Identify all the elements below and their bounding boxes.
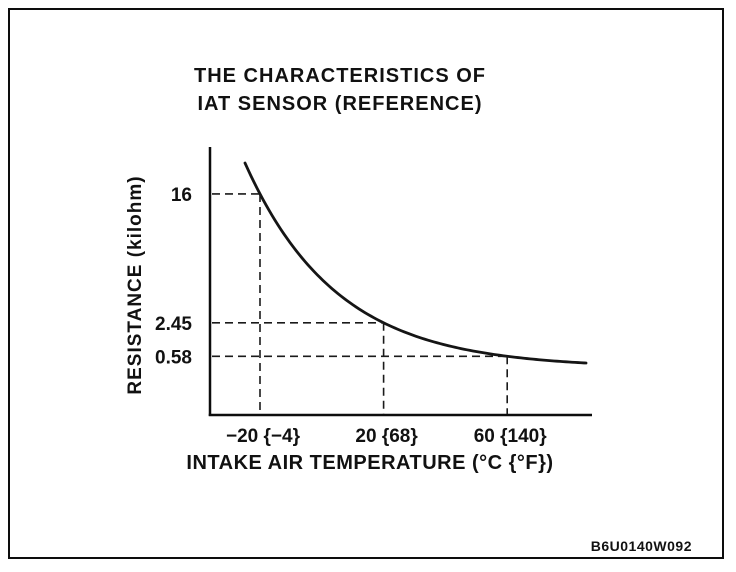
chart-title: THE CHARACTERISTICS OF IAT SENSOR (REFER…: [130, 62, 550, 118]
y-tick-labels: 16 2.45 0.58: [155, 185, 192, 368]
x-tick-label-20: 20 {68}: [355, 426, 418, 447]
y-tick-label-16: 16: [171, 185, 192, 206]
x-tick-labels: −20 {−4} 20 {68} 60 {140}: [226, 426, 547, 447]
y-tick-label-0-58: 0.58: [155, 347, 192, 368]
chart-title-line-2: IAT SENSOR (REFERENCE): [197, 93, 483, 115]
x-tick-label-60: 60 {140}: [474, 426, 548, 447]
figure-code-label: B6U0140W092: [590, 538, 692, 554]
x-axis-label: INTAKE AIR TEMPERATURE (°C {°F}): [186, 452, 554, 474]
y-tick-label-2-45: 2.45: [155, 314, 192, 335]
chart-title-line-1: THE CHARACTERISTICS OF: [194, 65, 486, 87]
guide-lines: [212, 193, 509, 414]
x-tick-label-minus-20: −20 {−4}: [226, 426, 301, 447]
resistance-curve: [243, 161, 588, 365]
